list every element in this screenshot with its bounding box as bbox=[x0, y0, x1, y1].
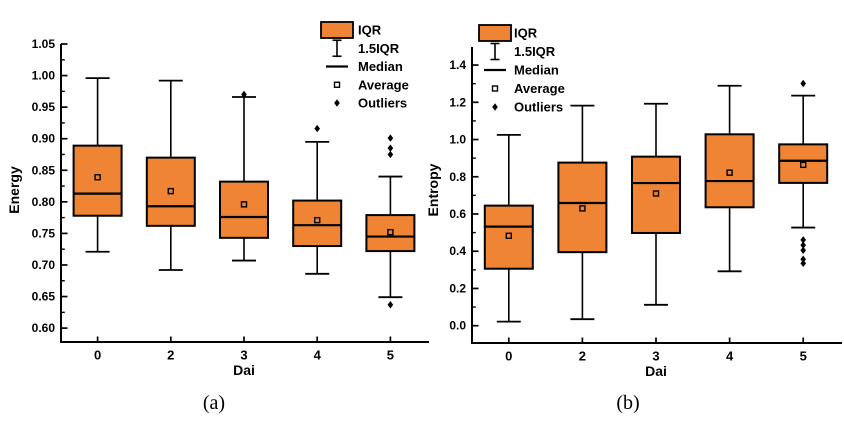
average-marker bbox=[94, 174, 101, 181]
legend-label-outliers: Outliers bbox=[358, 96, 407, 111]
average-marker bbox=[387, 228, 394, 236]
y-tick-label: 0.95 bbox=[32, 100, 56, 114]
iqr-box bbox=[631, 155, 681, 234]
y-tick-label: 0.90 bbox=[32, 132, 56, 146]
outliers-icon bbox=[492, 103, 498, 111]
outlier-marker bbox=[800, 236, 806, 244]
y-tick-label: 0.85 bbox=[32, 163, 56, 177]
iqr-box bbox=[778, 143, 829, 184]
legend-a: IQR 1.5IQR Median Average Outliers bbox=[320, 21, 409, 111]
panel-b: 1.4 1.2 1.0 0.8 0.6 0.4 0.2 0.0 0 2 3 4 5 Dai Entropy (… bbox=[425, 24, 842, 414]
panel-label: (b) bbox=[616, 392, 639, 414]
box-a-3 bbox=[219, 90, 269, 262]
iqr-box bbox=[219, 180, 269, 239]
x-tick-label: 5 bbox=[800, 349, 807, 364]
x-axis-title: Dai bbox=[645, 363, 667, 379]
y-tick-label: 1.0 bbox=[449, 133, 466, 147]
legend-label-average: Average bbox=[358, 77, 409, 92]
outlier-marker bbox=[387, 301, 394, 309]
box-a-5 bbox=[365, 134, 416, 309]
y-tick-label: 0.4 bbox=[449, 244, 466, 258]
y-axis-title: Energy bbox=[6, 166, 22, 214]
x-axis-title: Dai bbox=[233, 362, 255, 378]
legend-label-median: Median bbox=[514, 63, 559, 78]
panel-label: (a) bbox=[203, 392, 225, 414]
y-tick-label: 1.05 bbox=[32, 37, 56, 51]
y-tick-label: 0.65 bbox=[32, 290, 56, 304]
iqr-box bbox=[365, 214, 416, 253]
outlier-marker bbox=[800, 246, 806, 254]
y-tick-label: 1.4 bbox=[449, 58, 466, 72]
box-b-2 bbox=[557, 104, 608, 321]
average-marker bbox=[652, 190, 660, 197]
outlier-marker bbox=[241, 90, 247, 99]
iqr-box bbox=[72, 144, 123, 217]
average-marker bbox=[726, 169, 733, 176]
x-tick-label: 2 bbox=[167, 348, 174, 363]
outlier-marker bbox=[387, 150, 394, 159]
x-tick-label: 2 bbox=[579, 349, 586, 364]
average-marker bbox=[579, 205, 586, 212]
y-tick-label: 0.80 bbox=[32, 195, 56, 209]
legend-b: IQR 1.5IQR Median Average Outliers bbox=[478, 24, 565, 115]
box-b-0 bbox=[483, 133, 534, 323]
box-a-0 bbox=[72, 77, 123, 253]
outliers-icon bbox=[334, 99, 340, 107]
legend-label-iqr: IQR bbox=[358, 23, 382, 38]
legend-label-average: Average bbox=[514, 81, 565, 96]
box-b-5 bbox=[778, 79, 829, 268]
x-tick-label: 0 bbox=[94, 348, 101, 363]
iqr-box bbox=[145, 156, 196, 227]
y-tick-label: 0.0 bbox=[449, 319, 466, 333]
box-b-3 bbox=[631, 102, 681, 306]
box-a-4 bbox=[292, 124, 343, 275]
iqr-swatch-icon bbox=[320, 21, 354, 39]
outlier-marker bbox=[800, 255, 806, 263]
x-tick-label: 4 bbox=[314, 348, 322, 363]
outlier-marker bbox=[314, 124, 320, 133]
x-tick-label: 3 bbox=[652, 349, 659, 364]
x-tick-label: 0 bbox=[505, 349, 512, 364]
y-tick-label: 0.2 bbox=[449, 281, 466, 295]
average-marker bbox=[314, 216, 321, 224]
outlier-marker bbox=[387, 144, 394, 152]
y-tick-label: 1.2 bbox=[449, 95, 466, 109]
y-tick-label: 0.60 bbox=[32, 321, 56, 335]
average-marker bbox=[505, 232, 512, 239]
average-marker bbox=[167, 187, 175, 195]
legend-label-outliers: Outliers bbox=[514, 100, 563, 115]
iqr-box bbox=[483, 204, 534, 270]
legend-label-median: Median bbox=[358, 59, 403, 74]
panel-a: 1.05 1.00 0.95 0.90 0.85 0.80 0.75 0.70 0.65 0.60… bbox=[6, 21, 429, 414]
outlier-marker bbox=[800, 259, 806, 268]
y-tick-label: 0.75 bbox=[32, 226, 56, 240]
x-tick-label: 4 bbox=[726, 349, 734, 364]
average-marker bbox=[240, 201, 248, 208]
average-icon bbox=[491, 85, 499, 92]
outlier-marker bbox=[800, 79, 806, 88]
x-tick-label: 5 bbox=[387, 348, 394, 363]
legend-label-1-5iqr: 1.5IQR bbox=[358, 41, 400, 56]
y-tick-label: 0.8 bbox=[449, 170, 466, 184]
box-b-4 bbox=[704, 84, 755, 273]
y-axis-title: Entropy bbox=[425, 163, 441, 216]
iqr-swatch-icon bbox=[478, 24, 512, 42]
iqr-box bbox=[557, 161, 608, 254]
y-tick-label: 1.00 bbox=[32, 69, 56, 83]
y-tick-label: 0.70 bbox=[32, 258, 56, 272]
outlier-marker bbox=[800, 241, 806, 249]
y-tick-label: 0.6 bbox=[449, 207, 466, 221]
average-marker bbox=[800, 161, 807, 169]
legend-label-1-5iqr: 1.5IQR bbox=[514, 44, 556, 59]
x-tick-label: 3 bbox=[240, 348, 247, 363]
average-icon bbox=[333, 81, 341, 88]
legend-label-iqr: IQR bbox=[514, 26, 538, 41]
box-a-2 bbox=[145, 79, 196, 271]
outlier-marker bbox=[387, 134, 394, 142]
